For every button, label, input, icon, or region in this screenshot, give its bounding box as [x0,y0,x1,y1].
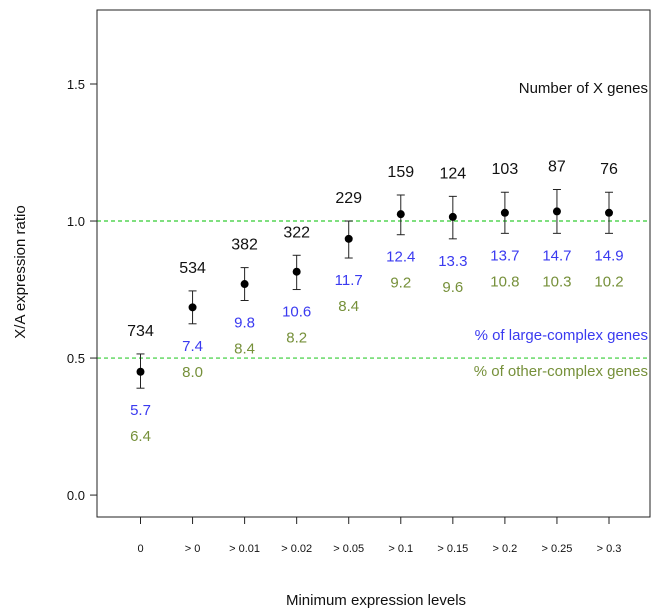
x-tick-label: > 0.2 [492,543,517,555]
x-axis: 0 > 0 > 0.01 > 0.02 > 0.05 > 0.1 > 0.15 > 0.2 > … [137,517,621,555]
x-gene-count-label: 322 [283,224,310,241]
annotation-other-complex-genes: % of other-complex genes [474,363,648,380]
data-point-group [188,290,197,325]
data-point-group [344,220,353,259]
data-point-group [552,189,561,234]
x-gene-count-label: 229 [335,190,362,207]
x-gene-count-label: 103 [492,161,519,178]
y-tick-label: 1.0 [67,214,85,229]
x-tick-label: > 0.3 [597,543,622,555]
other-complex-pct-label: 8.4 [338,298,359,315]
other-complex-pct-label: 9.2 [390,275,411,292]
other-complex-pct-label: 10.2 [594,273,623,290]
x-axis-title: Minimum expression levels [286,592,466,609]
large-complex-pct-label: 12.4 [386,249,415,266]
data-point-group [136,353,145,389]
large-complex-pct-label: 5.7 [130,402,151,419]
large-complex-pct-label: 14.9 [594,247,623,264]
large-complex-pct-label: 9.8 [234,314,255,331]
data-point [500,208,509,217]
x-tick-label: > 0.1 [388,543,413,555]
x-gene-count-label: 87 [548,159,566,176]
x-gene-count-label: 76 [600,161,618,178]
data-point [396,210,405,219]
other-complex-pct-label: 9.6 [442,279,463,296]
data-point-group [240,267,249,301]
data-point [552,207,561,216]
other-complex-pct-label: 6.4 [130,428,151,445]
data-points [136,189,613,389]
large-complex-pct-label: 11.7 [335,272,363,289]
x-tick-label: > 0.15 [437,543,468,555]
x-gene-count-label: 534 [179,260,206,277]
category-labels: 734 5.7 6.4 534 7.4 8.0 382 9.8 8.4 322 10.6 8.2 229… [127,159,623,446]
data-point-group [500,191,509,234]
y-tick-label: 1.5 [67,77,85,92]
x-tick-label: > 0.25 [541,543,572,555]
other-complex-pct-label: 10.8 [490,273,519,290]
other-complex-pct-label: 8.4 [234,340,255,357]
other-complex-pct-label: 8.0 [182,364,203,381]
x-tick-label: > 0.05 [333,543,364,555]
data-point [188,303,197,312]
data-point [292,267,301,276]
data-point [344,234,353,243]
x-tick-label: > 0.02 [281,543,312,555]
data-point-group [396,194,405,236]
data-point [240,280,249,289]
other-complex-pct-label: 8.2 [286,330,307,347]
large-complex-pct-label: 14.7 [542,247,571,264]
data-point [605,208,613,217]
plot-area: 0.0 0.5 1.0 1.5 0 > 0 > 0.01 > 0.02 > 0.05 > 0.1… [67,9,651,555]
y-tick-label: 0.5 [67,351,85,366]
data-point-group [292,254,301,291]
x-gene-count-label: 124 [439,165,466,182]
y-axis: 0.0 0.5 1.0 1.5 [67,10,98,517]
data-point [136,367,145,376]
y-tick-label: 0.0 [67,488,85,503]
data-point [448,212,457,221]
x-tick-label: > 0 [185,543,201,555]
large-complex-pct-label: 13.7 [490,247,519,264]
large-complex-pct-label: 10.6 [282,304,311,321]
x-tick-label: 0 [137,543,143,555]
x-gene-count-label: 734 [127,323,154,340]
x-gene-count-label: 382 [231,237,258,254]
large-complex-pct-label: 7.4 [182,338,203,355]
x-tick-label: > 0.01 [229,543,260,555]
large-complex-pct-label: 13.3 [438,253,467,270]
annotation-number-of-x-genes: Number of X genes [519,80,648,97]
annotation-large-complex-genes: % of large-complex genes [475,327,648,344]
x-gene-count-label: 159 [387,164,414,181]
data-point-group [448,195,457,240]
data-point-group [605,191,613,234]
other-complex-pct-label: 10.3 [542,273,571,290]
reference-lines [97,220,650,359]
y-axis-title: X/A expression ratio [12,205,29,338]
